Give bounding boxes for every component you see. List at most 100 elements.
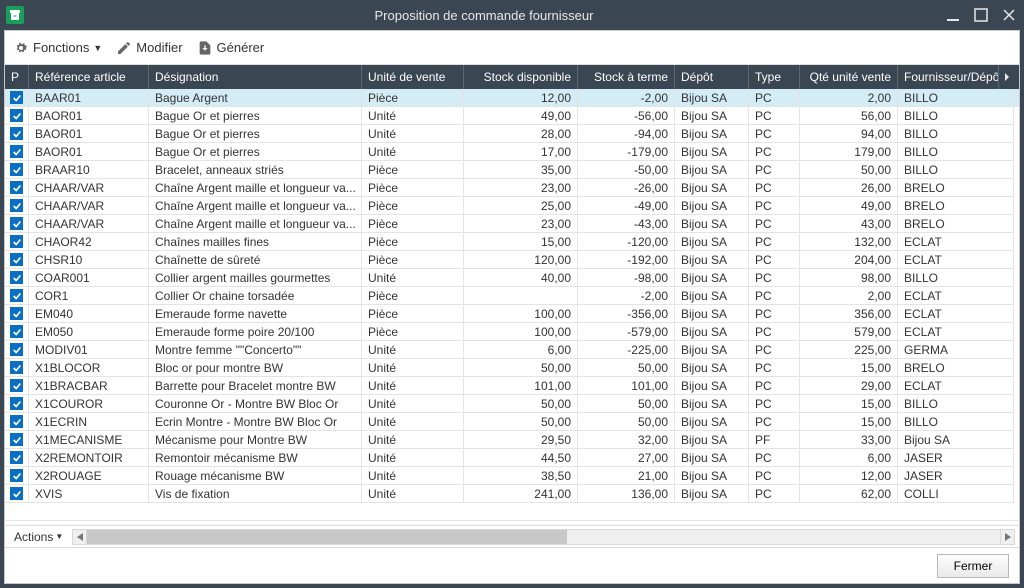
table-row[interactable]: EM040Emeraude forme navettePièce100,00-3… [5, 305, 1019, 323]
cell-qv: 62,00 [800, 485, 898, 503]
col-header-des[interactable]: Désignation [149, 65, 362, 89]
cell-uv: Pièce [362, 287, 464, 305]
col-header-qv[interactable]: Qté unité vente [800, 65, 898, 89]
row-checkbox[interactable] [5, 179, 29, 197]
cell-sd: 44,50 [464, 449, 578, 467]
row-checkbox[interactable] [5, 287, 29, 305]
table-row[interactable]: BAAR01Bague ArgentPièce12,00-2,00Bijou S… [5, 89, 1019, 107]
row-checkbox[interactable] [5, 359, 29, 377]
actions-dropdown[interactable]: Actions ▼ [9, 528, 68, 546]
maximize-button[interactable] [972, 6, 990, 24]
table-row[interactable]: CHSR10Chaînette de sûretéPièce120,00-192… [5, 251, 1019, 269]
fonctions-menu[interactable]: Fonctions ▼ [13, 40, 102, 56]
cell-des: Chaînette de sûreté [149, 251, 362, 269]
cell-des: Chaîne Argent maille et longueur va... [149, 179, 362, 197]
dropdown-icon: ▼ [55, 532, 63, 541]
row-checkbox[interactable] [5, 143, 29, 161]
col-header-dep[interactable]: Dépôt [675, 65, 749, 89]
modifier-button[interactable]: Modifier [116, 40, 182, 56]
cell-qv: 579,00 [800, 323, 898, 341]
cell-dep: Bijou SA [675, 431, 749, 449]
cell-ref: MODIV01 [29, 341, 149, 359]
table-row[interactable]: X1COURORCouronne Or - Montre BW Bloc OrU… [5, 395, 1019, 413]
table-row[interactable]: CHAAR/VARChaîne Argent maille et longueu… [5, 197, 1019, 215]
cell-ref: X2ROUAGE [29, 467, 149, 485]
col-header-p[interactable]: P [5, 65, 29, 89]
table-row[interactable]: BAOR01Bague Or et pierresUnité49,00-56,0… [5, 107, 1019, 125]
horizontal-scrollbar[interactable] [72, 529, 1015, 545]
cell-typ: PC [749, 143, 800, 161]
cell-uv: Pièce [362, 251, 464, 269]
cell-typ: PC [749, 323, 800, 341]
table-row[interactable]: CHAAR/VARChaîne Argent maille et longueu… [5, 179, 1019, 197]
generer-button[interactable]: Générer [197, 40, 265, 56]
scroll-right-arrow[interactable] [1000, 530, 1014, 544]
cell-st: -98,00 [578, 269, 675, 287]
row-checkbox[interactable] [5, 449, 29, 467]
scroll-left-arrow[interactable] [73, 530, 87, 544]
col-header-sd[interactable]: Stock disponible [464, 65, 578, 89]
col-header-typ[interactable]: Type [749, 65, 800, 89]
row-checkbox[interactable] [5, 413, 29, 431]
table-row[interactable]: EM050Emeraude forme poire 20/100Pièce100… [5, 323, 1019, 341]
row-checkbox[interactable] [5, 215, 29, 233]
scroll-right-button[interactable] [998, 65, 1014, 89]
row-checkbox[interactable] [5, 233, 29, 251]
empty-row [5, 503, 1019, 521]
cell-fd: BILLO [898, 413, 1014, 431]
row-checkbox[interactable] [5, 485, 29, 503]
cell-ref: XVIS [29, 485, 149, 503]
row-checkbox[interactable] [5, 431, 29, 449]
table-row[interactable]: X1BRACBARBarrette pour Bracelet montre B… [5, 377, 1019, 395]
row-checkbox[interactable] [5, 161, 29, 179]
col-header-ref[interactable]: Référence article [29, 65, 149, 89]
table-row[interactable]: COAR001Collier argent mailles gourmettes… [5, 269, 1019, 287]
cell-dep: Bijou SA [675, 251, 749, 269]
table-row[interactable]: X1BLOCORBloc or pour montre BWUnité50,00… [5, 359, 1019, 377]
row-checkbox[interactable] [5, 89, 29, 107]
row-checkbox[interactable] [5, 323, 29, 341]
fermer-button[interactable]: Fermer [937, 554, 1009, 578]
cell-sd: 15,00 [464, 233, 578, 251]
row-checkbox[interactable] [5, 269, 29, 287]
table-row[interactable]: BAOR01Bague Or et pierresUnité28,00-94,0… [5, 125, 1019, 143]
cell-des: Barrette pour Bracelet montre BW [149, 377, 362, 395]
row-checkbox[interactable] [5, 251, 29, 269]
cell-qv: 204,00 [800, 251, 898, 269]
table-row[interactable]: CHAAR/VARChaîne Argent maille et longueu… [5, 215, 1019, 233]
scroll-thumb[interactable] [87, 530, 567, 544]
table-row[interactable]: X1ECRINEcrin Montre - Montre BW Bloc OrU… [5, 413, 1019, 431]
cell-des: Chaînes mailles fines [149, 233, 362, 251]
table-row[interactable]: MODIV01Montre femme ""Concerto""Unité6,0… [5, 341, 1019, 359]
col-header-st[interactable]: Stock à terme [578, 65, 675, 89]
table-row[interactable]: XVISVis de fixationUnité241,00136,00Bijo… [5, 485, 1019, 503]
table-row[interactable]: COR1Collier Or chaine torsadéePièce-2,00… [5, 287, 1019, 305]
row-checkbox[interactable] [5, 107, 29, 125]
cell-qv: 94,00 [800, 125, 898, 143]
cell-uv: Unité [362, 485, 464, 503]
row-checkbox[interactable] [5, 305, 29, 323]
cell-des: Chaîne Argent maille et longueur va... [149, 215, 362, 233]
table-row[interactable]: CHAOR42Chaînes mailles finesPièce15,00-1… [5, 233, 1019, 251]
table-row[interactable]: X2ROUAGERouage mécanisme BWUnité38,5021,… [5, 467, 1019, 485]
table-row[interactable]: X2REMONTOIRRemontoir mécanisme BWUnité44… [5, 449, 1019, 467]
row-checkbox[interactable] [5, 125, 29, 143]
table-row[interactable]: BRAAR10Bracelet, anneaux striésPièce35,0… [5, 161, 1019, 179]
cell-dep: Bijou SA [675, 233, 749, 251]
cell-ref: EM050 [29, 323, 149, 341]
col-header-fd[interactable]: Fournisseur/Dépôt... [898, 65, 998, 89]
row-checkbox[interactable] [5, 467, 29, 485]
cell-des: Bague Argent [149, 89, 362, 107]
cell-dep: Bijou SA [675, 359, 749, 377]
table-row[interactable]: BAOR01Bague Or et pierresUnité17,00-179,… [5, 143, 1019, 161]
col-header-uv[interactable]: Unité de vente [362, 65, 464, 89]
row-checkbox[interactable] [5, 377, 29, 395]
row-checkbox[interactable] [5, 341, 29, 359]
close-button[interactable] [1000, 6, 1018, 24]
row-checkbox[interactable] [5, 197, 29, 215]
cell-dep: Bijou SA [675, 467, 749, 485]
cell-st: -56,00 [578, 107, 675, 125]
minimize-button[interactable] [944, 6, 962, 24]
table-row[interactable]: X1MECANISMEMécanisme pour Montre BWUnité… [5, 431, 1019, 449]
row-checkbox[interactable] [5, 395, 29, 413]
